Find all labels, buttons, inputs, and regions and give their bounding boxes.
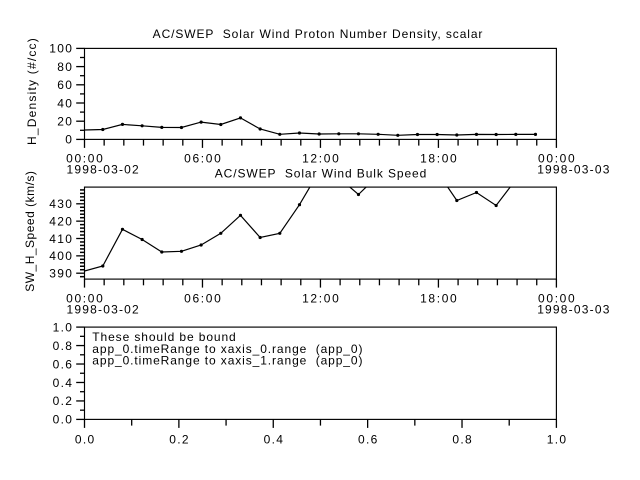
svg-text:06:00: 06:00 [184, 152, 222, 166]
svg-text:12:00: 12:00 [302, 291, 340, 305]
svg-text:AC/SWEP Solar Wind Proton Num: AC/SWEP Solar Wind Proton Number Density… [153, 27, 484, 41]
svg-text:430: 430 [49, 197, 73, 211]
svg-text:410: 410 [49, 232, 73, 246]
svg-text:18:00: 18:00 [420, 291, 458, 305]
svg-text:12:00: 12:00 [302, 152, 340, 166]
svg-text:00:00: 00:00 [538, 152, 576, 166]
svg-text:0.4: 0.4 [264, 433, 285, 447]
svg-text:0.8: 0.8 [53, 339, 74, 353]
svg-text:0.8: 0.8 [452, 433, 473, 447]
svg-text:390: 390 [49, 267, 73, 281]
svg-text:1998-03-03: 1998-03-03 [537, 163, 610, 177]
svg-text:AC/SWEP Solar Wind Bulk Speed: AC/SWEP Solar Wind Bulk Speed [215, 166, 427, 180]
svg-text:1.0: 1.0 [547, 433, 568, 447]
svg-text:0.4: 0.4 [53, 376, 74, 390]
svg-text:400: 400 [49, 249, 73, 263]
svg-text:40: 40 [57, 96, 73, 110]
svg-text:100: 100 [49, 42, 73, 56]
svg-text:0: 0 [65, 133, 73, 147]
svg-text:app_0.timeRange to xaxis_0.ran: app_0.timeRange to xaxis_0.range (app_0) [92, 342, 363, 356]
svg-text:1.0: 1.0 [53, 320, 74, 334]
svg-text:0.0: 0.0 [75, 433, 96, 447]
svg-text:0.2: 0.2 [169, 433, 190, 447]
svg-text:app_0.timeRange to xaxis_1.ran: app_0.timeRange to xaxis_1.range (app_0) [92, 354, 363, 368]
svg-text:60: 60 [57, 78, 73, 92]
svg-text:20: 20 [57, 115, 73, 129]
svg-text:00:00: 00:00 [66, 291, 104, 305]
svg-text:1998-03-03: 1998-03-03 [537, 303, 610, 317]
svg-text:These should be bound: These should be bound [92, 330, 236, 344]
svg-text:1998-03-02: 1998-03-02 [67, 163, 140, 177]
svg-text:1998-03-02: 1998-03-02 [67, 303, 140, 317]
svg-text:06:00: 06:00 [184, 291, 222, 305]
svg-text:0.6: 0.6 [358, 433, 379, 447]
svg-text:80: 80 [57, 60, 73, 74]
svg-text:H_Density (#/cc): H_Density (#/cc) [25, 37, 39, 145]
svg-text:00:00: 00:00 [66, 152, 104, 166]
svg-text:420: 420 [49, 214, 73, 228]
svg-text:SW_H_Speed (km/s): SW_H_Speed (km/s) [23, 171, 37, 292]
svg-text:18:00: 18:00 [420, 152, 458, 166]
svg-text:00:00: 00:00 [538, 291, 576, 305]
svg-text:0.6: 0.6 [53, 357, 74, 371]
svg-text:0.2: 0.2 [53, 394, 74, 408]
svg-text:0.0: 0.0 [53, 413, 74, 427]
